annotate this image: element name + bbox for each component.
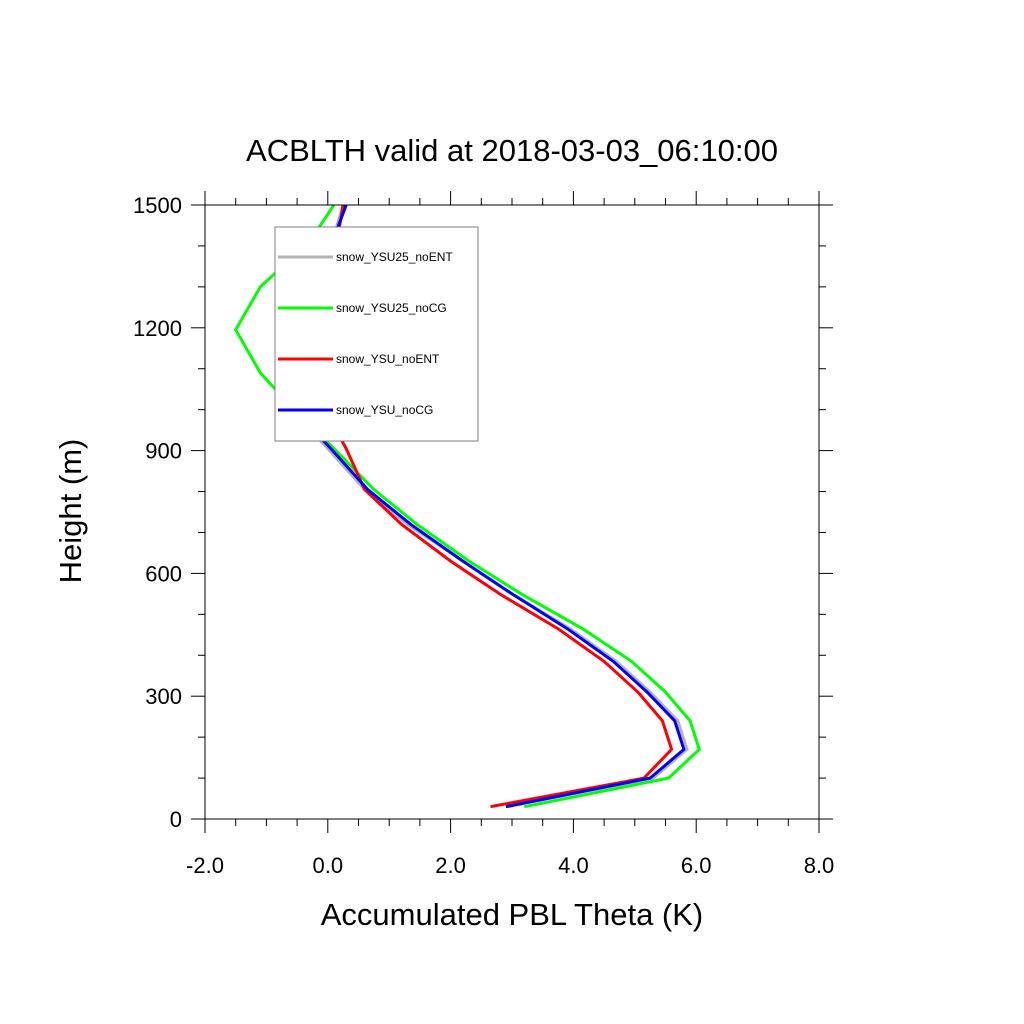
x-tick-label: 2.0 — [435, 853, 466, 878]
x-tick-label: -2.0 — [186, 853, 224, 878]
y-axis-label: Height (m) — [53, 439, 88, 584]
y-tick-label: 0 — [170, 807, 182, 832]
x-tick-label: 4.0 — [558, 853, 589, 878]
axis-ticks: -2.0 0.0 2.0 4.0 6.0 8.0 0 300 600 900 1200 1500 — [133, 191, 834, 878]
series-line-snow_YSU25_noCG — [233, 204, 702, 809]
legend-label-snow_YSU25_noENT: snow_YSU25_noENT — [336, 250, 453, 264]
legend-label-snow_YSU_noCG: snow_YSU_noCG — [336, 403, 433, 417]
y-tick-label: 1200 — [133, 316, 182, 341]
x-tick-label: 8.0 — [804, 853, 835, 878]
y-tick-label: 900 — [145, 439, 182, 464]
chart-title: ACBLTH valid at 2018-03-03_06:10:00 — [246, 133, 778, 168]
legend: snow_YSU25_noENT snow_YSU25_noCG snow_YSU_… — [274, 226, 479, 442]
x-tick-label: 0.0 — [313, 853, 344, 878]
y-tick-label: 600 — [145, 561, 182, 586]
x-tick-label: 6.0 — [681, 853, 712, 878]
legend-label-snow_YSU25_noCG: snow_YSU25_noCG — [336, 301, 447, 315]
x-axis-label: Accumulated PBL Theta (K) — [321, 897, 704, 932]
legend-label-snow_YSU_noENT: snow_YSU_noENT — [336, 352, 440, 366]
legend-box — [274, 226, 479, 442]
y-tick-label: 300 — [145, 684, 182, 709]
y-tick-label: 1500 — [133, 193, 182, 218]
